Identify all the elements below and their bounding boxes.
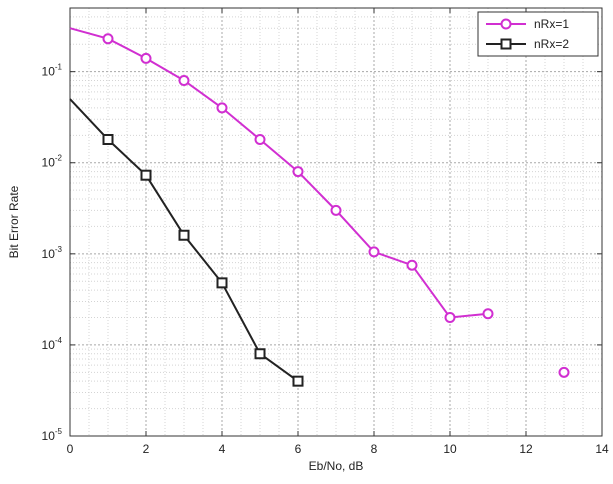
x-tick-label: 8 [371,442,378,456]
data-point-marker [102,33,114,45]
x-axis-title: Eb/No, dB [309,459,364,473]
y-tick-label: 10-3 [42,245,63,261]
data-point-marker [482,308,494,320]
legend-entry: nRx=1 [486,17,569,31]
legend-swatch-marker [500,18,512,30]
legend-label: nRx=2 [534,37,569,51]
data-point-marker [102,133,114,145]
x-tick-label: 0 [67,442,74,456]
series-2 [69,98,304,387]
data-point-marker [330,204,342,216]
data-point-marker [292,375,304,387]
plot-frame [69,7,603,437]
y-tick-label: 10-2 [42,154,63,170]
legend: nRx=1 nRx=2 [477,11,599,57]
data-point-marker [140,169,152,181]
legend-label: nRx=1 [534,17,569,31]
x-tick-label: 10 [443,442,457,456]
data-point-marker [558,366,570,378]
series-0 [69,27,494,323]
plot-area [70,8,602,436]
x-tick-label: 14 [595,442,609,456]
series-line [69,27,489,319]
data-point-marker [254,348,266,360]
series-1 [558,366,570,378]
y-tick-label: 10-5 [42,427,63,443]
data-point-marker [178,74,190,86]
legend-swatch-marker [500,38,512,50]
y-tick-label: 10-1 [42,63,63,79]
series-layer [69,27,570,387]
major-grid [70,8,602,436]
x-tick-label: 6 [295,442,302,456]
x-tick-label: 12 [519,442,533,456]
y-axis-ticks: 10-1 10-2 10-3 10-4 10-5 [42,63,602,443]
data-point-marker [216,102,228,114]
data-point-marker [140,52,152,64]
data-point-marker [292,166,304,178]
data-point-marker [406,259,418,271]
x-axis-ticks: 0 2 4 6 8 10 12 14 [67,8,609,456]
data-point-marker [444,311,456,323]
x-tick-label: 4 [219,442,226,456]
data-point-marker [368,246,380,258]
x-tick-label: 2 [143,442,150,456]
data-point-marker [178,229,190,241]
y-tick-label: 10-4 [42,336,63,352]
data-point-marker [216,277,228,289]
legend-entry: nRx=2 [486,37,569,51]
data-point-marker [254,133,266,145]
legend-box [477,11,599,57]
y-axis-title: Bit Error Rate [7,185,21,258]
